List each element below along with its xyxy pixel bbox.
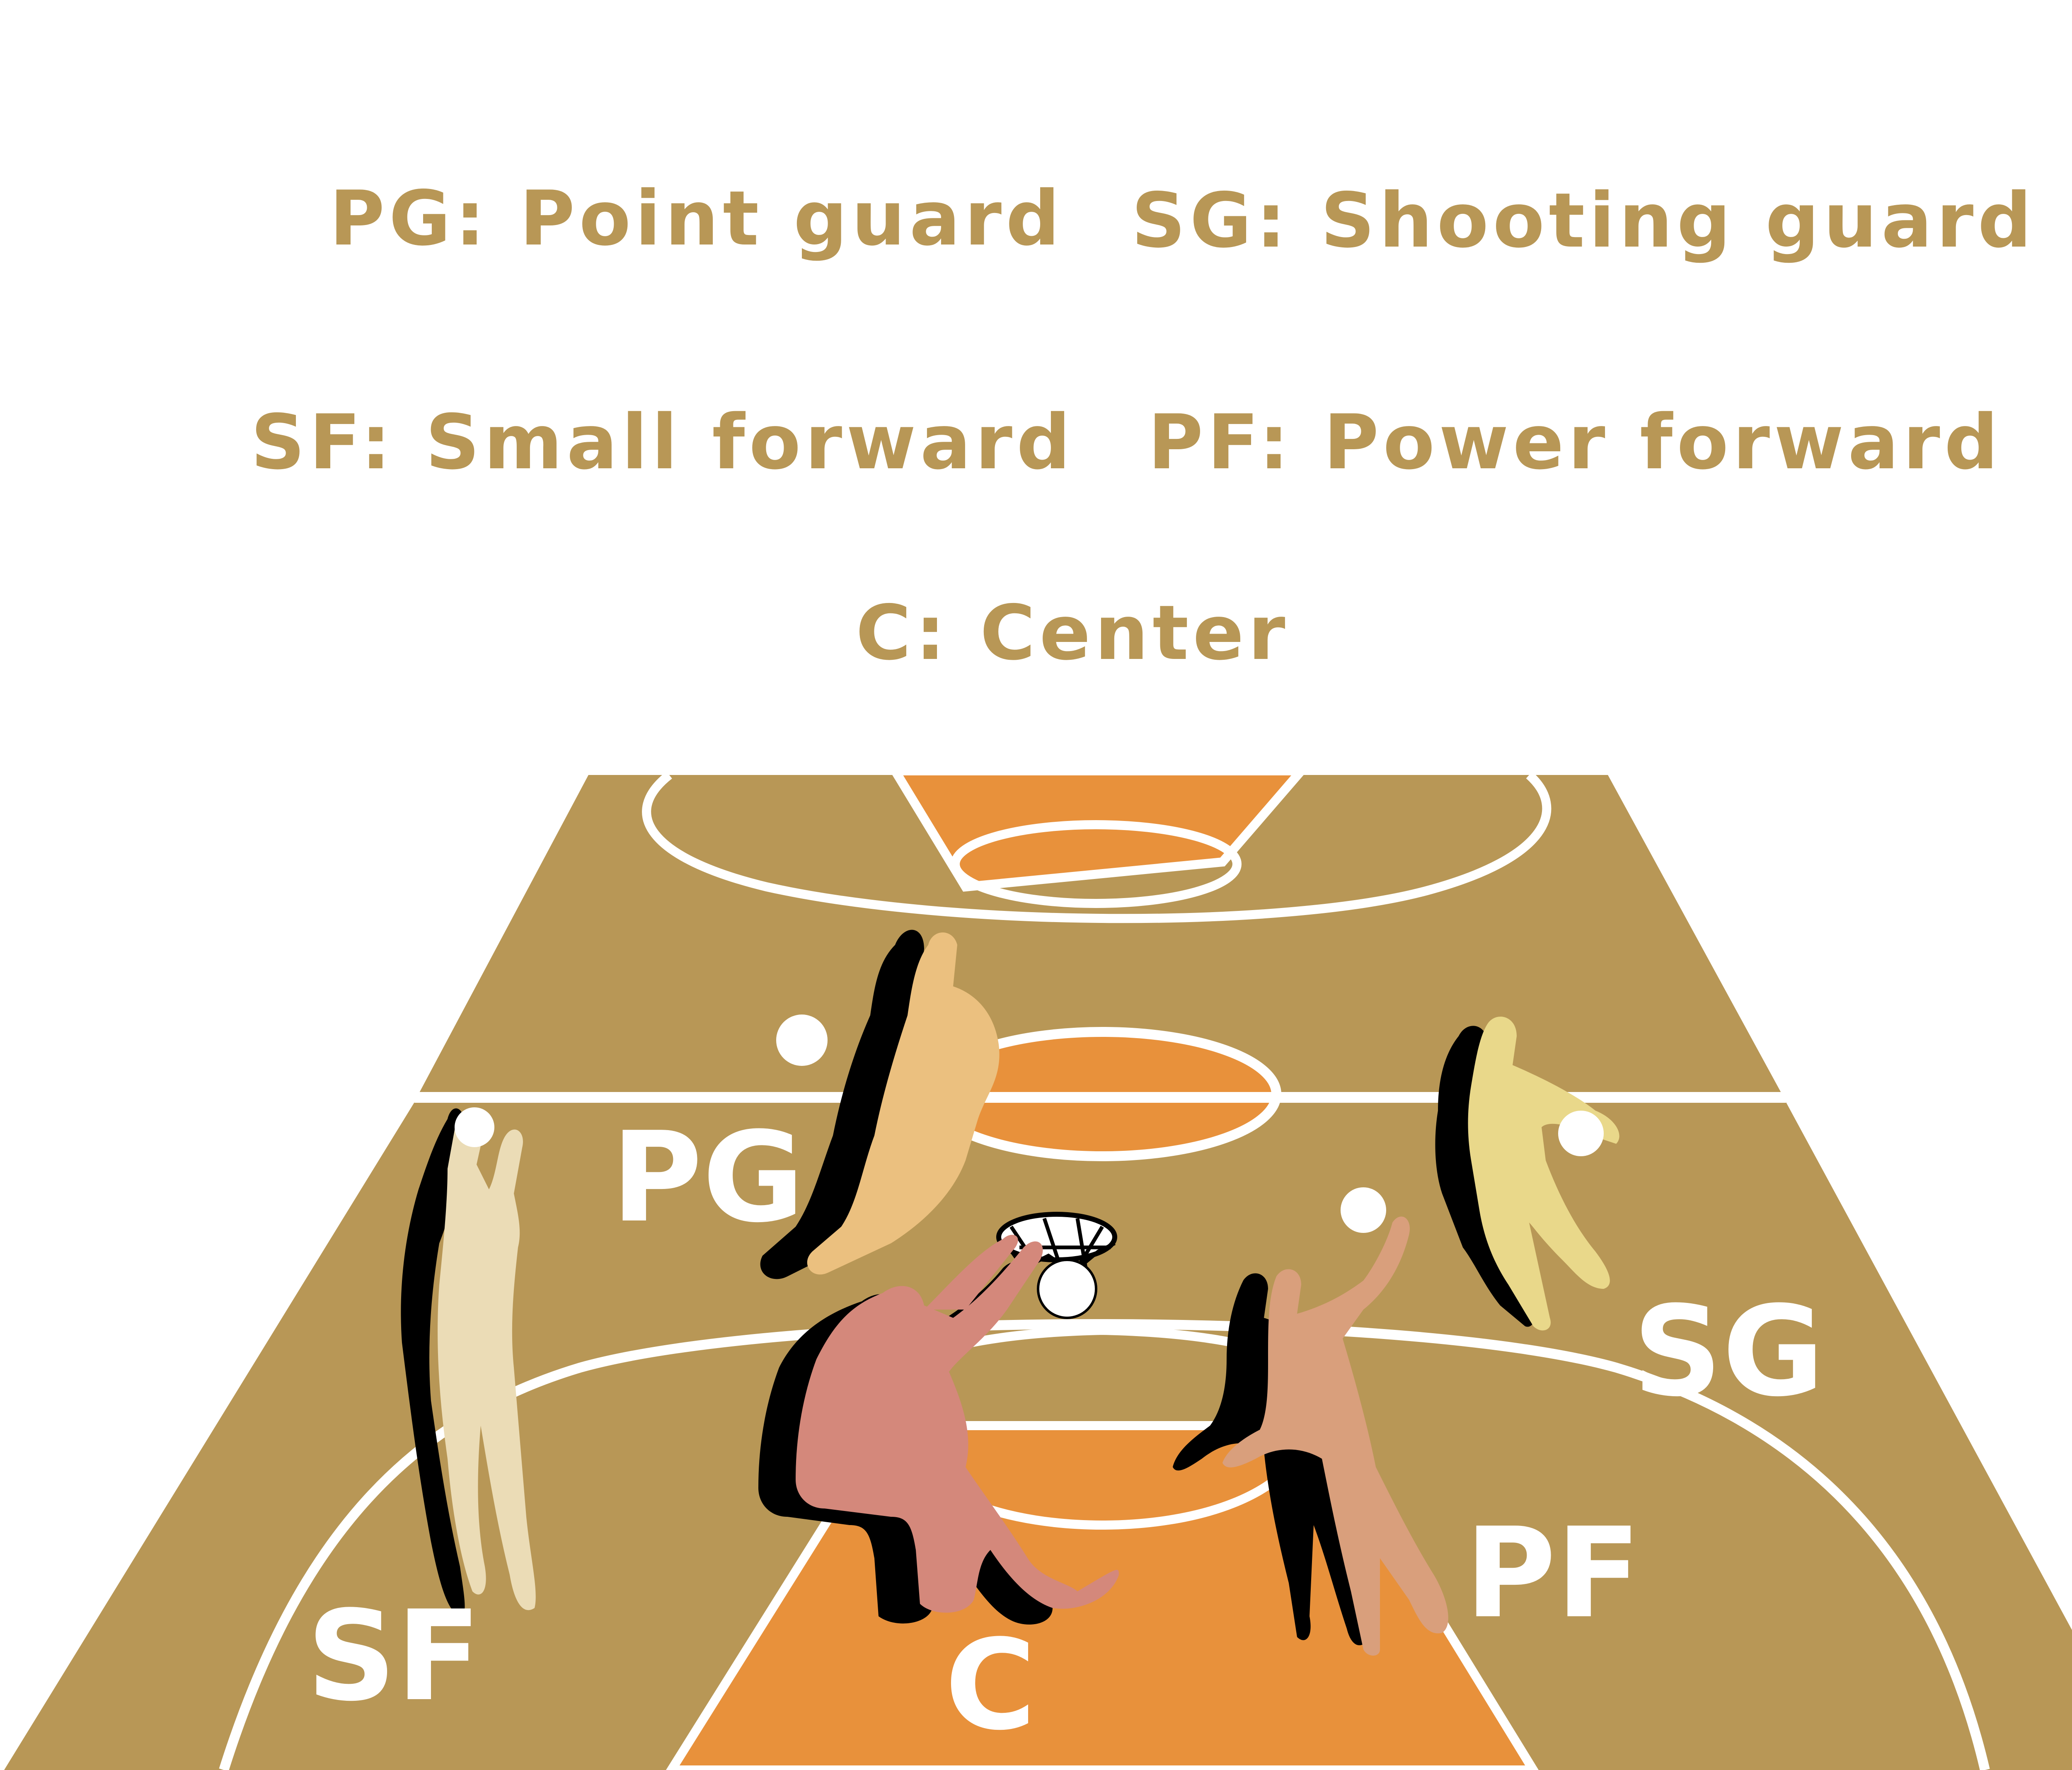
- near-three-point-arc: [219, 1319, 1990, 1770]
- player-pf: [1173, 1187, 1448, 1656]
- player-c-ball: [1037, 1259, 1097, 1319]
- court-far-half: [419, 775, 1782, 1094]
- player-sg-ball: [1558, 1111, 1604, 1156]
- legend: PG: Point guard SG: Shooting guard SF: S…: [251, 174, 2036, 677]
- player-sf-body: [438, 1111, 536, 1610]
- player-pg: [760, 930, 1000, 1279]
- label-sg: SG: [1633, 1279, 1824, 1424]
- legend-sg: SG: Shooting guard: [1131, 177, 2036, 264]
- player-sf-ball: [455, 1107, 494, 1147]
- player-pf-shadow: [1173, 1273, 1368, 1645]
- legend-sf: SF: Small forward: [251, 398, 1075, 486]
- legend-c: C: Center: [856, 589, 1289, 677]
- player-pf-body: [1222, 1216, 1448, 1656]
- label-pf: PF: [1465, 1501, 1641, 1646]
- legend-pg: PG: Point guard: [329, 174, 1064, 262]
- player-pg-body: [807, 932, 1000, 1275]
- player-pf-ball: [1341, 1187, 1386, 1233]
- label-pg: PG: [611, 1105, 804, 1250]
- player-pg-ball: [776, 1015, 828, 1066]
- player-sg-body: [1468, 1017, 1619, 1331]
- player-sg: [1435, 1017, 1619, 1331]
- far-free-throw-circle: [951, 820, 1242, 908]
- far-three-point-arc: [642, 771, 1552, 923]
- legend-pf: PF: Power forward: [1148, 398, 2002, 486]
- position-labels: PG SG SF PF C: [307, 1105, 1824, 1758]
- label-sf: SF: [307, 1584, 481, 1729]
- player-c-body: [796, 1241, 1119, 1613]
- players: [401, 930, 1619, 1656]
- player-c: [758, 1235, 1119, 1625]
- player-c-arm: [924, 1235, 1018, 1310]
- label-c: C: [945, 1613, 1036, 1758]
- player-sf: [401, 1107, 536, 1616]
- player-sf-shadow: [401, 1108, 465, 1616]
